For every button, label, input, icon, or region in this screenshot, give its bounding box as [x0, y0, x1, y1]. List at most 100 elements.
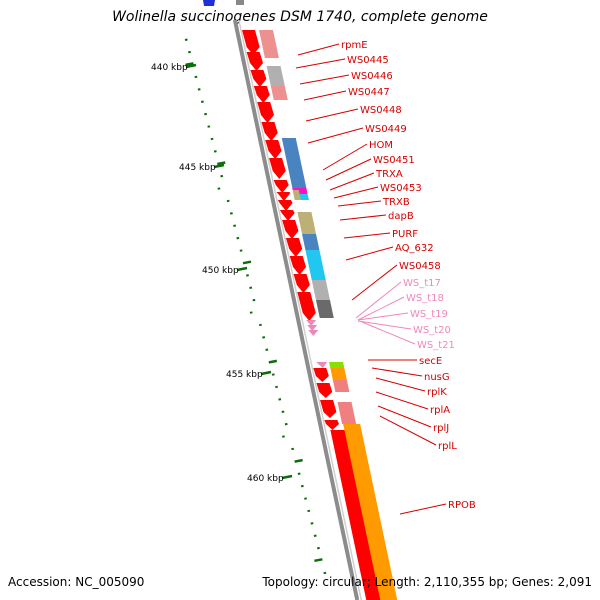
scale-tick	[217, 187, 221, 190]
cog-block	[292, 190, 301, 200]
scale-tick	[242, 260, 252, 265]
genome-summary: Topology: circular; Length: 2,110,355 bp…	[262, 575, 592, 589]
cog-block	[264, 58, 281, 66]
scale-tick	[307, 509, 311, 513]
scale-tick	[226, 199, 230, 203]
gene-label: WS0453	[380, 183, 422, 194]
gene-label: rplJ	[433, 423, 449, 434]
scale-tick	[220, 174, 224, 178]
gene-label: secE	[419, 356, 442, 367]
scale-tick	[268, 359, 278, 364]
gene-arrow	[282, 220, 299, 239]
gene-label: WS0446	[351, 71, 393, 82]
scale-tick	[239, 249, 243, 252]
scale-tick	[252, 298, 256, 302]
gene-arrow	[279, 210, 295, 221]
gene-label: rplK	[427, 387, 447, 398]
label-leaders	[295, 43, 447, 515]
leader-line	[329, 172, 375, 191]
leader-line	[337, 200, 382, 207]
gene-label: nusG	[424, 372, 450, 383]
gene-arrow	[293, 274, 310, 293]
gene-label: PURF	[392, 229, 418, 240]
trna-arrow	[306, 320, 317, 326]
scale-tick	[194, 75, 198, 79]
leader-line	[343, 232, 391, 239]
leader-line	[371, 367, 423, 377]
gene-arrow	[250, 70, 267, 87]
scale-major-tick	[185, 63, 197, 69]
cog-block	[259, 30, 279, 58]
leader-line	[307, 127, 364, 144]
scale-tick	[217, 161, 226, 166]
leader-line	[333, 186, 379, 199]
cog-block	[305, 250, 326, 280]
leader-line	[339, 214, 387, 221]
gene-arrow	[297, 292, 316, 321]
scale-tick	[213, 150, 217, 153]
cog-block	[287, 166, 307, 190]
scale-tick	[210, 137, 214, 141]
gene-arrow	[246, 52, 264, 71]
cog-block	[302, 234, 320, 250]
map-title: Wolinella succinogenes DSM 1740, complet…	[112, 9, 488, 25]
leader-line	[357, 296, 405, 321]
scale-tick	[275, 385, 278, 389]
cog-block	[337, 402, 357, 424]
scale-tick	[184, 38, 188, 41]
backbone-shadow	[238, 19, 363, 600]
gene-label: rplL	[438, 441, 457, 452]
top-grey-fragment	[236, 0, 244, 5]
scale-tick	[304, 497, 307, 500]
scale-label: 450 kbp	[202, 266, 239, 276]
scale-tick	[233, 224, 237, 227]
scale-tick	[204, 112, 208, 116]
scale-tick	[258, 323, 262, 327]
cog-block	[311, 280, 330, 300]
leader-line	[303, 90, 347, 101]
gene-label: WS0451	[373, 155, 415, 166]
scale-major-tick	[213, 163, 225, 169]
scale-tick	[246, 274, 249, 277]
leader-line	[295, 58, 346, 69]
scale-tick	[271, 373, 275, 376]
leader-line	[399, 503, 447, 515]
leader-line	[299, 74, 350, 85]
gene-label: WS_t18	[406, 293, 444, 304]
leader-line	[297, 43, 340, 56]
gene-arrow	[313, 368, 329, 382]
leader-line	[375, 391, 429, 410]
gene-label: WS_t19	[410, 309, 448, 320]
scale-tick	[265, 348, 269, 351]
scale-tick	[278, 398, 282, 401]
gene-arrow	[273, 180, 289, 193]
scale-tick	[300, 484, 304, 488]
trna-arrow	[307, 325, 318, 331]
scale-tick	[262, 336, 266, 339]
cog-block	[297, 212, 317, 234]
leader-line	[361, 321, 416, 345]
gene-arrow	[242, 30, 260, 55]
cog-block	[266, 66, 285, 86]
leader-line	[357, 320, 412, 330]
cog-block	[332, 380, 350, 392]
scale-major-tick	[260, 370, 272, 376]
leader-line	[377, 405, 432, 428]
scale-tick	[281, 435, 285, 438]
scale-tick	[284, 422, 288, 426]
scale-tick	[249, 311, 253, 314]
leader-line	[325, 158, 372, 181]
trna-arrow	[308, 330, 319, 336]
gene-arrow	[324, 420, 339, 430]
leader-line	[305, 108, 359, 122]
gene-label: WS0448	[360, 105, 402, 116]
scale-major-tick	[236, 266, 248, 272]
cog-block-orange	[343, 424, 398, 600]
leader-line	[375, 377, 426, 392]
scale-label: 455 kbp	[226, 370, 263, 380]
feature-blocks	[242, 30, 398, 600]
scale-tick	[294, 458, 303, 463]
cog-block	[330, 368, 347, 380]
gene-label: WS_t21	[417, 340, 455, 351]
scale-tick	[197, 88, 201, 91]
